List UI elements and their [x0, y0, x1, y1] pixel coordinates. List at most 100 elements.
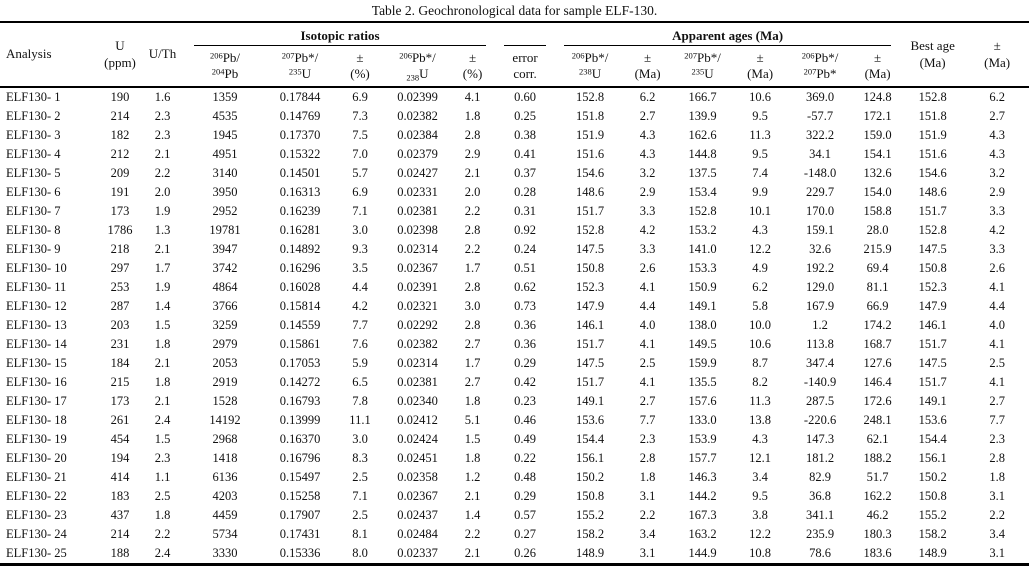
value-cell: 152.3	[918, 280, 947, 294]
value-cell: 0.57	[514, 508, 536, 522]
value-cell: 151.6	[918, 147, 947, 161]
value-cell: 1.7	[464, 356, 481, 370]
isotope-mass-superscript: 207	[684, 50, 698, 61]
value-cell: 181.2	[806, 451, 835, 465]
value-cell: 253	[110, 280, 130, 294]
value-cell: 129.0	[806, 280, 835, 294]
value-cell: 0.92	[514, 223, 536, 237]
value-cell: 0.13999	[279, 413, 321, 427]
value-cell: 0.14272	[279, 375, 321, 389]
value-cell: 150.8	[918, 489, 947, 503]
value-cell: 3.0	[352, 223, 368, 237]
value-cell: 151.9	[918, 128, 947, 142]
value-cell: 212	[110, 147, 130, 161]
value-cell: 0.15322	[279, 147, 321, 161]
value-cell: 0.02391	[397, 280, 438, 294]
table-row: ELF130- 6 191 2.0 3950 0.16313 6.9 0.02331 2.0 0…	[0, 183, 1029, 202]
value-cell: 0.15861	[279, 337, 321, 351]
value-cell: 0.02337	[397, 546, 438, 560]
table-row: ELF130- 23 437 1.8 4459 0.17907 2.5 0.02437 1.4…	[0, 506, 1029, 525]
value-cell: 9.5	[752, 489, 768, 503]
value-cell: 183	[110, 489, 130, 503]
value-cell: -140.9	[803, 375, 837, 389]
value-cell: 3.8	[752, 508, 768, 522]
value-cell: 2.1	[154, 147, 171, 161]
value-cell: 214	[110, 109, 130, 123]
value-cell: 0.29	[514, 356, 536, 370]
value-cell: 10.8	[749, 546, 771, 560]
col-age-err-2: ± (Ma)	[747, 49, 774, 81]
value-cell: 154.4	[576, 432, 605, 446]
value-cell: 7.5	[352, 128, 368, 142]
value-cell: 8.2	[752, 375, 768, 389]
value-cell: 0.16370	[279, 432, 321, 446]
value-cell: 2.2	[989, 508, 1005, 522]
table-row: ELF130- 11 253 1.9 4864 0.16028 4.4 0.02391 2.8…	[0, 278, 1029, 297]
table-row: ELF130- 9 218 2.1 3947 0.14892 9.3 0.02314 2.2 0…	[0, 240, 1029, 259]
analysis-id-cell: ELF130- 12	[6, 299, 67, 313]
value-cell: 10.6	[749, 90, 771, 104]
value-cell: 82.9	[809, 470, 831, 484]
value-cell: 0.02367	[397, 489, 438, 503]
value-cell: 2.7	[464, 337, 481, 351]
value-cell: 0.42	[514, 375, 536, 389]
value-cell: 12.2	[749, 527, 771, 541]
analysis-id-cell: ELF130- 4	[6, 147, 61, 161]
value-cell: 151.7	[918, 375, 947, 389]
value-cell: -57.7	[807, 109, 834, 123]
value-cell: 4.0	[639, 318, 656, 332]
table-row: ELF130- 3 182 2.3 1945 0.17370 7.5 0.02384 2.8 0…	[0, 126, 1029, 145]
value-cell: 138.0	[688, 318, 717, 332]
value-cell: 1.7	[154, 261, 171, 275]
value-cell: 8.3	[352, 451, 368, 465]
value-cell: 81.1	[866, 280, 889, 294]
value-cell: 2.8	[464, 223, 481, 237]
value-cell: 2.4	[154, 413, 171, 427]
analysis-id-cell: ELF130- 10	[6, 261, 67, 275]
value-cell: 5.7	[352, 166, 368, 180]
value-cell: 7.1	[352, 204, 368, 218]
value-cell: 3.0	[352, 432, 368, 446]
value-cell: 231	[110, 337, 130, 351]
value-cell: 150.9	[688, 280, 717, 294]
value-cell: 150.8	[918, 261, 947, 275]
value-cell: 1528	[212, 394, 238, 408]
col-u-th: U/Th	[148, 46, 177, 62]
group-error-corr	[495, 22, 555, 46]
value-cell: 4.9	[752, 261, 768, 275]
value-cell: 158.8	[863, 204, 892, 218]
analysis-id-cell: ELF130- 13	[6, 318, 67, 332]
value-cell: 11.3	[749, 128, 771, 142]
value-cell: 0.62	[514, 280, 536, 294]
value-cell: 1.8	[154, 375, 171, 389]
value-cell: 36.8	[809, 489, 831, 503]
value-cell: 4.0	[989, 318, 1005, 332]
value-cell: 0.17844	[279, 90, 321, 104]
analysis-id-cell: ELF130- 25	[6, 546, 67, 560]
value-cell: 0.02382	[397, 109, 438, 123]
value-cell: 0.15814	[279, 299, 321, 313]
value-cell: 173	[110, 394, 130, 408]
value-cell: 2.2	[639, 508, 656, 522]
col-pb206-u238-ratio: 206Pb*/ 238U	[399, 49, 436, 83]
value-cell: 3.3	[989, 204, 1005, 218]
value-cell: 137.5	[688, 166, 717, 180]
value-cell: 2.5	[352, 508, 368, 522]
value-cell: 4.3	[989, 128, 1005, 142]
value-cell: 4203	[212, 489, 238, 503]
value-cell: 2.8	[464, 128, 481, 142]
value-cell: 297	[110, 261, 130, 275]
col-age-pb206-u238: 206Pb*/ 238U	[571, 49, 609, 81]
value-cell: 454	[110, 432, 130, 446]
value-cell: 2.7	[464, 375, 481, 389]
value-cell: 6.2	[752, 280, 768, 294]
value-cell: 414	[110, 470, 130, 484]
value-cell: 147.9	[576, 299, 605, 313]
value-cell: 3259	[212, 318, 238, 332]
analysis-id-cell: ELF130- 14	[6, 337, 67, 351]
analysis-id-cell: ELF130- 3	[6, 128, 61, 142]
value-cell: 3742	[212, 261, 238, 275]
value-cell: 4.3	[639, 128, 656, 142]
value-cell: 2.2	[464, 242, 481, 256]
value-cell: 51.7	[866, 470, 889, 484]
